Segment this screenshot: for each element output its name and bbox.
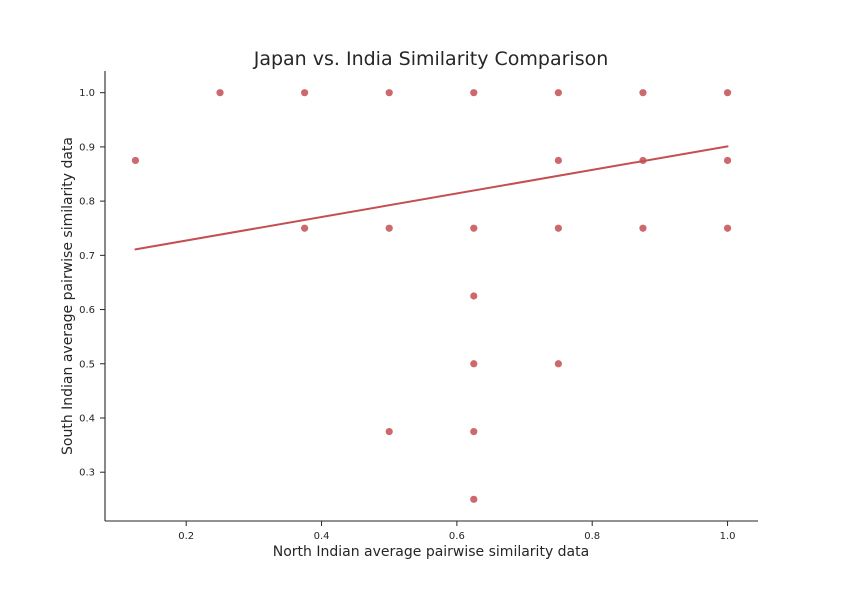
scatter-point	[639, 224, 647, 232]
scatter-point	[723, 224, 732, 232]
scatter-point	[470, 89, 478, 97]
scatter-point	[470, 427, 478, 436]
scatter-point	[639, 89, 647, 97]
scatter-point	[470, 292, 478, 300]
scatter-point	[554, 156, 562, 165]
y-axis-label: South Indian average pairwise similarity…	[60, 137, 76, 455]
y-tick-label: 0.8	[79, 197, 95, 208]
scatter-point	[385, 427, 393, 436]
x-axis-label: North Indian average pairwise similarity…	[273, 544, 589, 560]
scatter-point	[554, 360, 562, 368]
scatter-point	[554, 89, 562, 97]
y-tick-label: 0.6	[79, 305, 95, 316]
y-tick-label: 0.3	[79, 468, 95, 479]
scatter-point	[385, 224, 393, 232]
x-tick-label: 0.6	[449, 531, 465, 542]
scatter-point	[554, 224, 562, 232]
scatter-point	[470, 360, 478, 368]
scatter-point	[301, 89, 309, 97]
y-tick-label: 1.0	[79, 88, 95, 99]
scatter-point	[470, 224, 478, 232]
chart-title: Japan vs. India Similarity Comparison	[253, 48, 609, 70]
scatter-point	[723, 156, 732, 165]
scatter-point	[723, 89, 732, 97]
x-tick-label: 0.2	[178, 531, 194, 542]
x-tick-label: 0.4	[314, 531, 330, 542]
scatter-points	[131, 89, 732, 503]
scatter-point	[131, 156, 140, 165]
scatter-point	[639, 156, 647, 165]
y-tick-label: 0.5	[79, 359, 95, 370]
x-tick-label: 0.8	[584, 531, 600, 542]
scatter-point	[301, 224, 309, 232]
scatter-point	[470, 495, 478, 503]
x-tick-label: 1.0	[720, 531, 736, 542]
scatter-point	[216, 89, 224, 97]
y-tick-label: 0.4	[79, 413, 95, 424]
y-tick-label: 0.7	[79, 251, 95, 262]
axis-ticks: 0.2 0.4 0.6 0.8 1.0 0.3 0.4 0.5 0.6 0.7 0.8 0.9 1.0	[79, 88, 735, 542]
regression-line	[134, 145, 729, 251]
y-tick-label: 0.9	[79, 142, 95, 153]
regression-line-group	[134, 145, 729, 251]
scatter-point	[385, 89, 393, 97]
